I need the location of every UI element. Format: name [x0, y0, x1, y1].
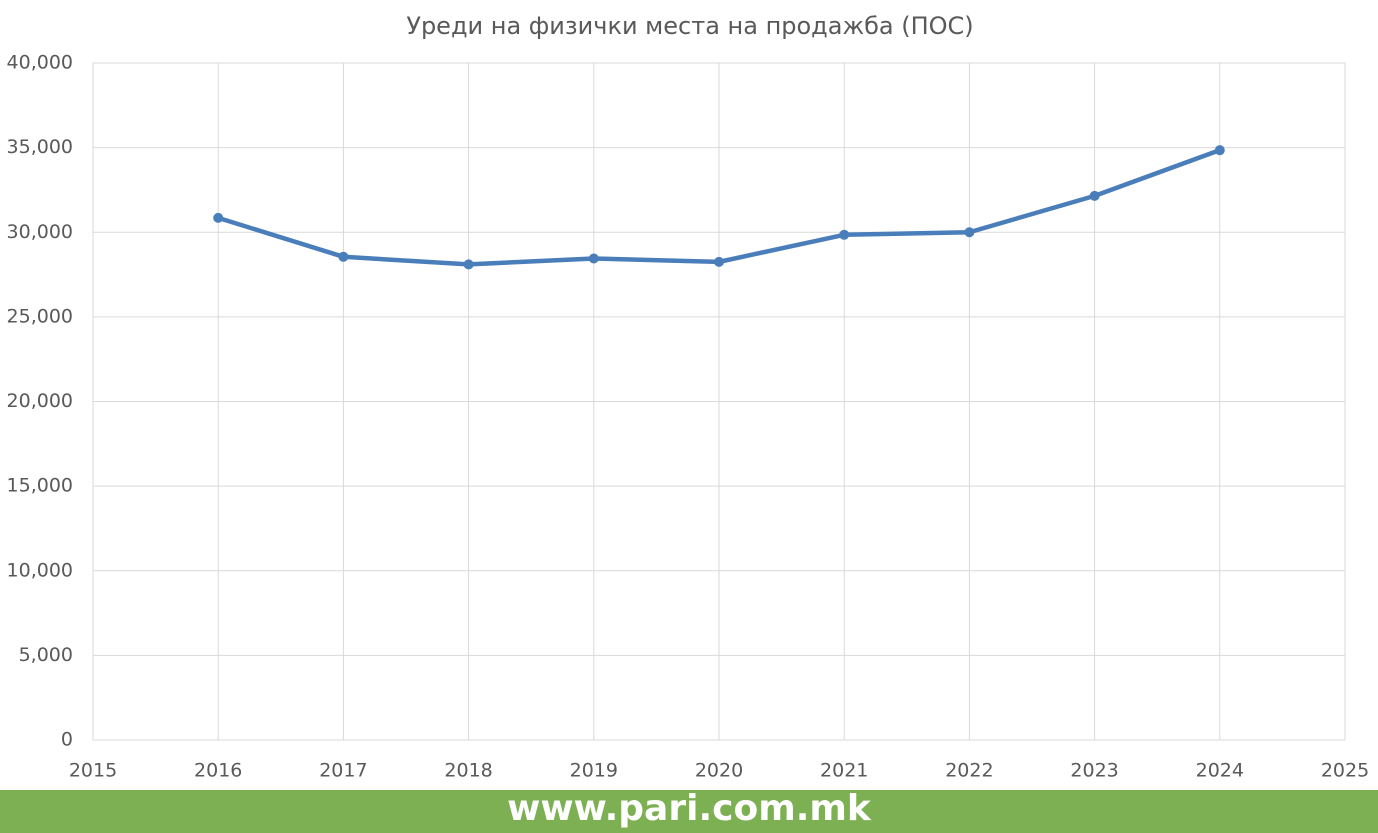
data-point — [213, 212, 224, 223]
y-tick-label: 30,000 — [7, 221, 73, 243]
y-tick-label: 15,000 — [7, 475, 73, 497]
x-tick-label: 2024 — [1196, 760, 1244, 782]
x-tick-label: 2025 — [1321, 760, 1369, 782]
x-tick-label: 2017 — [319, 760, 367, 782]
y-tick-label: 10,000 — [7, 559, 73, 581]
data-point — [588, 253, 599, 264]
y-tick-label: 40,000 — [7, 52, 73, 74]
y-tick-label: 0 — [61, 729, 73, 751]
x-tick-label: 2020 — [695, 760, 743, 782]
data-point — [964, 227, 975, 238]
x-tick-label: 2015 — [69, 760, 117, 782]
x-tick-label: 2023 — [1070, 760, 1118, 782]
chart-title: Уреди на физички места на продажба (ПОС) — [406, 12, 973, 40]
y-tick-label: 35,000 — [7, 136, 73, 158]
data-point — [1089, 190, 1100, 201]
y-tick-label: 25,000 — [7, 305, 73, 327]
x-tick-label: 2022 — [945, 760, 993, 782]
x-tick-label: 2018 — [444, 760, 492, 782]
data-point — [338, 251, 349, 262]
x-tick-label: 2021 — [820, 760, 868, 782]
y-tick-label: 20,000 — [7, 390, 73, 412]
x-tick-label: 2016 — [194, 760, 242, 782]
x-tick-label: 2019 — [570, 760, 618, 782]
data-point — [839, 229, 850, 240]
data-point — [1214, 145, 1225, 156]
footer-banner — [0, 790, 1378, 833]
data-point — [714, 256, 724, 267]
data-point — [463, 259, 474, 270]
footer-text: www.pari.com.mk — [507, 788, 872, 829]
y-tick-label: 5,000 — [19, 644, 73, 666]
